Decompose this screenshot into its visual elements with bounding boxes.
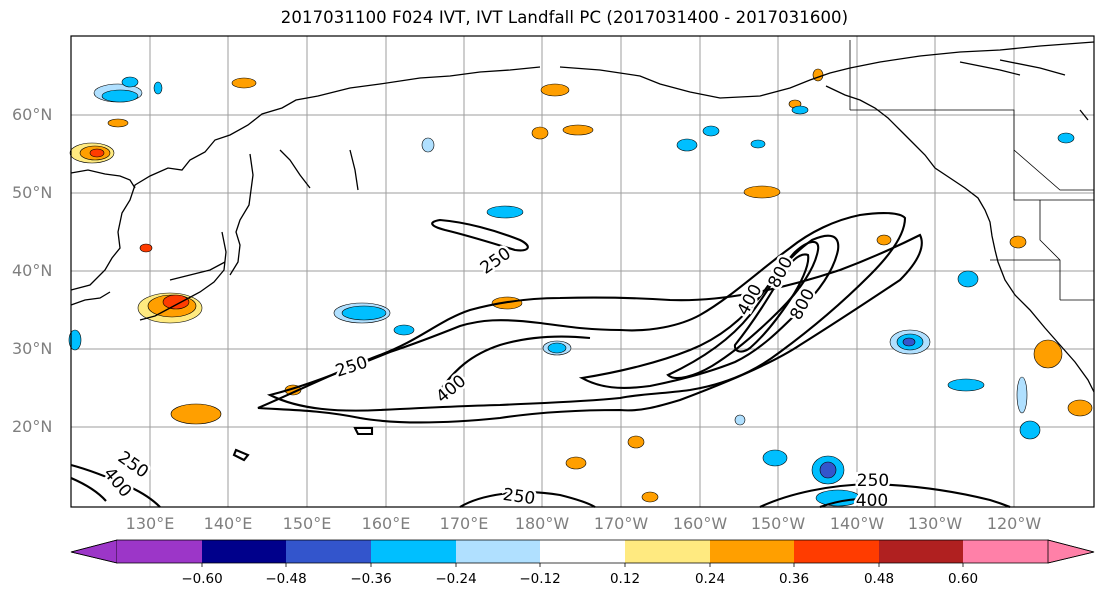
- lon-label: 160°E: [361, 514, 411, 533]
- colorbar-extend-low: [70, 539, 118, 564]
- colorbar-tick-label: −0.36: [350, 571, 392, 587]
- lon-label: 160°W: [672, 514, 728, 533]
- lon-label: 150°W: [750, 514, 806, 533]
- colorbar-tick-label: 0.24: [694, 571, 726, 587]
- colorbar-swatch: [625, 540, 710, 563]
- lat-label: 30°N: [12, 339, 53, 358]
- colorbar-swatch: [202, 540, 286, 563]
- colorbar-swatch: [710, 540, 794, 563]
- contour-label: 400: [856, 491, 888, 511]
- lon-label: 130°E: [125, 514, 175, 533]
- contour-label: 250: [502, 485, 537, 509]
- colorbar-tick-label: 0.48: [863, 571, 895, 587]
- positive-anomaly-blobs: [69, 68, 1093, 503]
- negative-anomaly-blobs: [68, 76, 1075, 507]
- contour-label: 250: [857, 471, 889, 491]
- lat-label: 60°N: [12, 105, 53, 124]
- coastlines: [70, 41, 1095, 393]
- colorbar-swatch: [540, 540, 625, 563]
- lat-label: 40°N: [12, 261, 53, 280]
- lon-label: 120°W: [986, 514, 1042, 533]
- map-frame: [70, 35, 1095, 508]
- lon-label: 170°E: [439, 514, 489, 533]
- colorbar-swatch: [963, 540, 1048, 563]
- colorbar-swatch: [794, 540, 879, 563]
- colorbar-tick-label: −0.48: [265, 571, 307, 587]
- colorbar-swatch: [456, 540, 540, 563]
- contour-label-group: 250 250 400 400 800 800 250 400 250 250 …: [97, 241, 892, 513]
- contour-label: 800: [786, 285, 819, 323]
- gridlines: [71, 36, 1094, 507]
- lon-label: 140°W: [829, 514, 885, 533]
- lon-label: 140°E: [203, 514, 253, 533]
- colorbar-swatch: [879, 540, 963, 563]
- contour-label: 800: [764, 253, 797, 291]
- colorbar-tick-label: 0.12: [609, 571, 641, 587]
- colorbar-extend-high: [1047, 539, 1095, 564]
- contour-label: 400: [432, 371, 470, 407]
- lat-label: 50°N: [12, 183, 53, 202]
- colorbar-tick-label: 0.60: [947, 571, 979, 587]
- colorbar-swatch: [117, 540, 202, 563]
- contour-label: 250: [333, 353, 370, 382]
- lat-label: 20°N: [12, 417, 53, 436]
- colorbar-tick-label: 0.36: [778, 571, 810, 587]
- colorbar-swatch: [286, 540, 371, 563]
- colorbar-swatch: [371, 540, 456, 563]
- colorbar: [70, 539, 1095, 567]
- borders: [849, 40, 1094, 301]
- colorbar-outline: [70, 539, 1095, 564]
- colorbar-tick-label: −0.12: [519, 571, 561, 587]
- colorbar-tick-label: −0.60: [181, 571, 223, 587]
- lon-label: 170°W: [593, 514, 649, 533]
- ivt-contours: [70, 211, 1011, 508]
- colorbar-tick-label: −0.24: [435, 571, 477, 587]
- chart-title: 2017031100 F024 IVT, IVT Landfall PC (20…: [280, 8, 849, 27]
- lon-label: 130°W: [907, 514, 963, 533]
- lon-label: 180°W: [514, 514, 570, 533]
- lon-label: 150°E: [282, 514, 332, 533]
